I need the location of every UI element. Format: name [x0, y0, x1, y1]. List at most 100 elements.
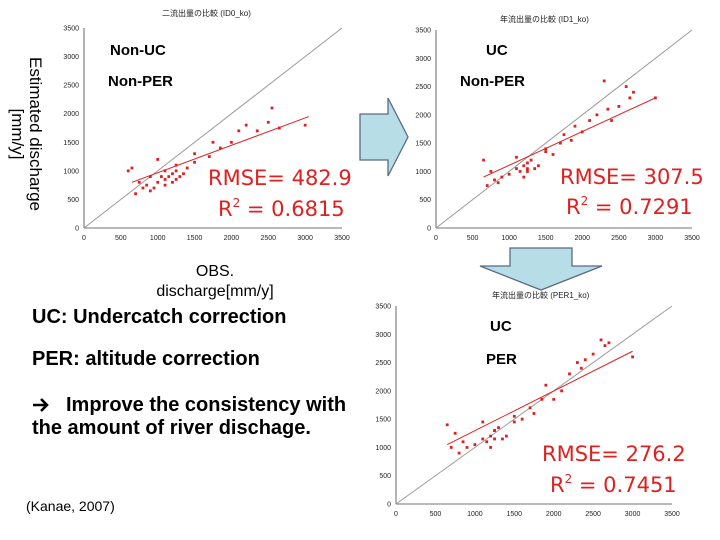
data-point	[573, 124, 577, 128]
data-point	[512, 420, 516, 424]
data-point	[599, 338, 603, 342]
data-point	[544, 383, 548, 387]
data-point	[145, 183, 149, 187]
x-tick-label: 500	[430, 511, 442, 518]
chart1-rmse: RMSE= 482.9	[208, 166, 352, 190]
data-point	[481, 437, 485, 441]
data-point	[533, 167, 537, 170]
data-point	[654, 96, 657, 100]
data-point	[473, 443, 477, 446]
chart2-rmse: RMSE= 307.5	[560, 165, 704, 189]
data-point	[552, 397, 556, 401]
data-point	[130, 166, 134, 170]
data-point	[185, 166, 189, 170]
y-tick-label: 3500	[63, 26, 79, 33]
x-tick-label: 500	[115, 235, 127, 242]
data-point	[148, 175, 152, 178]
data-point	[528, 406, 532, 410]
data-point	[485, 440, 489, 444]
data-point	[540, 397, 544, 401]
chart3-title: 年流出量の比較 (PER1_ko)	[492, 291, 590, 300]
data-point	[137, 180, 141, 184]
data-point	[588, 119, 591, 122]
chart3-label-bottom: PER	[486, 351, 517, 368]
data-point	[624, 85, 628, 88]
data-point	[493, 429, 496, 432]
data-point	[163, 178, 167, 181]
data-point	[453, 431, 457, 435]
data-point	[606, 107, 610, 111]
citation: (Kanae, 2007)	[26, 498, 115, 514]
data-point	[610, 119, 613, 122]
data-point	[230, 140, 233, 144]
data-point	[277, 126, 281, 130]
data-point	[526, 161, 529, 165]
y-tick-label: 500	[67, 197, 79, 204]
x-tick-label: 0	[82, 235, 86, 242]
x-tick-label: 2500	[611, 235, 627, 242]
y-tick-label: 1500	[415, 141, 431, 148]
data-point	[532, 412, 536, 415]
data-point	[174, 163, 178, 167]
x-tick-label: 3500	[334, 235, 350, 242]
data-point	[244, 123, 248, 127]
x-tick-label: 2000	[224, 235, 240, 242]
data-point	[520, 417, 524, 421]
data-point	[522, 175, 526, 179]
y-tick-label: 1500	[375, 417, 391, 424]
data-point	[489, 446, 493, 449]
data-point	[493, 178, 496, 182]
x-tick-label: 1500	[187, 235, 203, 242]
x-tick-label: 0	[394, 511, 398, 518]
y-tick-label: 3000	[375, 332, 391, 339]
y-tick-label: 1000	[415, 169, 431, 176]
x-tick-label: 2500	[585, 511, 601, 518]
data-point	[595, 113, 599, 117]
uc-definition: UC: Undercatch correction	[32, 306, 287, 328]
x-tick-label: 2500	[260, 235, 276, 242]
chart3-rmse: RMSE= 276.2	[542, 442, 686, 466]
data-point	[211, 140, 215, 144]
data-point	[526, 170, 529, 173]
data-point	[603, 344, 607, 347]
data-point	[505, 434, 508, 438]
data-point	[148, 189, 152, 193]
data-point	[160, 175, 163, 178]
y-tick-label: 2000	[375, 388, 391, 395]
one-to-one-line	[435, 29, 693, 229]
data-point	[489, 434, 493, 438]
data-point	[497, 426, 500, 430]
chart2-label-bottom: Non-PER	[460, 73, 525, 90]
chart1-label-bottom: Non-PER	[108, 73, 173, 90]
data-point	[489, 170, 493, 173]
data-point	[544, 150, 548, 154]
data-point	[152, 186, 156, 190]
data-point	[465, 446, 469, 449]
data-point	[218, 146, 222, 150]
y-tick-label: 3000	[415, 56, 431, 63]
chart2-label-top: UC	[486, 42, 508, 59]
chart1-label-top: Non-UC	[110, 42, 166, 59]
chart2-r2: R2 = 0.7291	[566, 194, 693, 219]
data-point	[481, 420, 485, 424]
y-tick-label: 3500	[415, 28, 431, 35]
data-point	[551, 153, 555, 156]
one-to-one-line	[395, 305, 673, 505]
y-tick-label: 2000	[63, 111, 79, 118]
right-arrow	[359, 97, 409, 177]
data-point	[193, 152, 196, 156]
data-point	[171, 180, 174, 184]
data-point	[171, 172, 174, 176]
down-arrow	[479, 247, 603, 291]
data-point	[560, 389, 563, 393]
chart3-label-top: UC	[490, 318, 512, 335]
data-point	[607, 341, 611, 345]
y-tick-label: 3500	[375, 304, 391, 311]
data-point	[500, 175, 504, 179]
per-definition: PER: altitude correction	[32, 348, 260, 370]
data-point	[537, 164, 540, 168]
x-tick-label: 500	[467, 235, 479, 242]
data-point	[156, 180, 160, 184]
conclusion-text: Improve the consistency with the amount …	[32, 394, 347, 439]
chart1-plot: 0 500 1000 1500 2000 2500 3000 3500 0 500 1000 1500…	[63, 26, 350, 243]
